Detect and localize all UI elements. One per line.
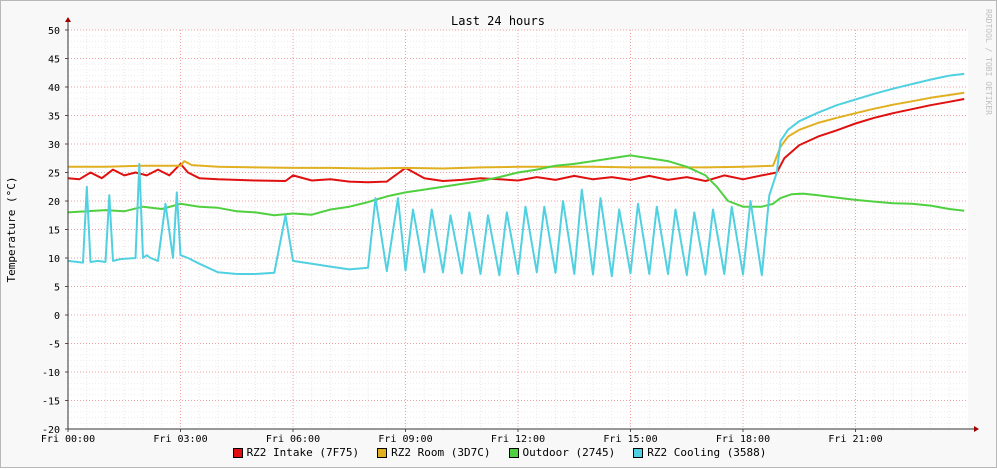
legend-item: RZ2 Room (3D7C) — [377, 446, 491, 459]
x-tick-label: Fri 21:00 — [828, 434, 882, 445]
x-axis-arrow — [974, 426, 979, 432]
y-tick-label: 25 — [48, 169, 60, 180]
y-tick-label: 5 — [54, 283, 60, 294]
x-tick-label: Fri 06:00 — [266, 434, 320, 445]
y-tick-label: -10 — [42, 368, 60, 379]
y-tick-label: -20 — [42, 425, 60, 436]
legend-item: Outdoor (2745) — [508, 446, 616, 459]
legend-swatch — [508, 447, 519, 458]
legend-swatch — [633, 447, 644, 458]
y-tick-label: 10 — [48, 254, 60, 265]
y-axis-label: Temperature (°C) — [5, 177, 18, 283]
y-tick-label: 20 — [48, 197, 60, 208]
x-tick-label: Fri 12:00 — [491, 434, 545, 445]
legend: RZ2 Intake (7F75) RZ2 Room (3D7C) Outdoor … — [1, 446, 997, 459]
y-tick-label: 0 — [54, 311, 60, 322]
series-line-3 — [67, 154, 965, 217]
y-tick-label: 40 — [48, 83, 60, 94]
y-tick-label: 50 — [48, 26, 60, 37]
x-tick-label: Fri 00:00 — [41, 434, 95, 445]
watermark-text: RRDTOOL / TOBI OETIKER — [984, 9, 993, 115]
series-line-2 — [68, 91, 965, 170]
legend-swatch — [232, 447, 243, 458]
x-tick-label: Fri 18:00 — [716, 434, 770, 445]
legend-label: RZ2 Room (3D7C) — [391, 446, 491, 459]
legend-item: RZ2 Intake (7F75) — [232, 446, 360, 459]
legend-item: RZ2 Cooling (3588) — [633, 446, 766, 459]
x-tick-label: Fri 03:00 — [153, 434, 207, 445]
chart-title: Last 24 hours — [451, 14, 545, 28]
y-tick-label: 35 — [48, 112, 60, 123]
y-tick-label: 30 — [48, 140, 60, 151]
x-tick-label: Fri 15:00 — [603, 434, 657, 445]
legend-swatch — [377, 447, 388, 458]
y-axis-arrow — [65, 17, 71, 22]
legend-label: RZ2 Cooling (3588) — [647, 446, 767, 459]
legend-label: RZ2 Intake (7F75) — [246, 446, 360, 459]
x-tick-label: Fri 09:00 — [378, 434, 432, 445]
y-tick-label: -15 — [42, 397, 60, 408]
y-tick-label: -5 — [48, 340, 60, 351]
legend-label: Outdoor (2745) — [522, 446, 616, 459]
y-tick-label: 15 — [48, 226, 60, 237]
y-tick-label: 45 — [48, 55, 60, 66]
series-line-4 — [67, 72, 965, 278]
